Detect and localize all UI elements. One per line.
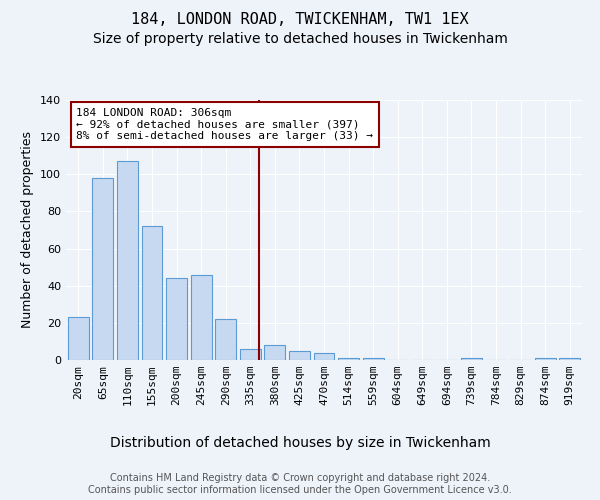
Bar xyxy=(338,358,359,360)
Bar xyxy=(191,274,212,360)
Bar xyxy=(166,278,187,360)
Text: 184, LONDON ROAD, TWICKENHAM, TW1 1EX: 184, LONDON ROAD, TWICKENHAM, TW1 1EX xyxy=(131,12,469,28)
Bar xyxy=(142,226,163,360)
Text: 184 LONDON ROAD: 306sqm
← 92% of detached houses are smaller (397)
8% of semi-de: 184 LONDON ROAD: 306sqm ← 92% of detache… xyxy=(76,108,373,141)
Bar xyxy=(461,358,482,360)
Bar xyxy=(240,349,261,360)
Bar xyxy=(559,358,580,360)
Bar xyxy=(535,358,556,360)
Y-axis label: Number of detached properties: Number of detached properties xyxy=(22,132,34,328)
Bar xyxy=(117,162,138,360)
Bar xyxy=(314,352,334,360)
Bar xyxy=(92,178,113,360)
Text: Distribution of detached houses by size in Twickenham: Distribution of detached houses by size … xyxy=(110,436,490,450)
Bar xyxy=(289,350,310,360)
Bar xyxy=(68,318,89,360)
Text: Size of property relative to detached houses in Twickenham: Size of property relative to detached ho… xyxy=(92,32,508,46)
Text: Contains HM Land Registry data © Crown copyright and database right 2024.
Contai: Contains HM Land Registry data © Crown c… xyxy=(88,474,512,495)
Bar xyxy=(215,319,236,360)
Bar xyxy=(362,358,383,360)
Bar xyxy=(265,345,286,360)
